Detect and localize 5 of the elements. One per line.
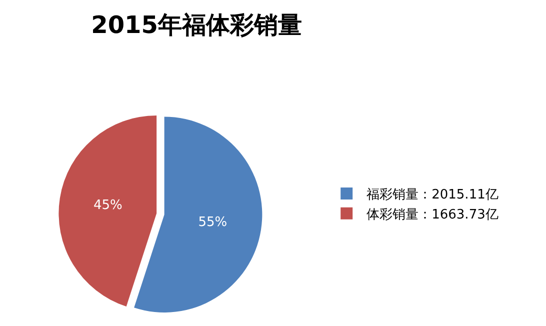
legend-label: 体彩销量：1663.73亿 bbox=[366, 207, 498, 222]
data-label: 45% bbox=[93, 198, 122, 214]
legend-label: 福彩销量：2015.11亿 bbox=[366, 188, 498, 203]
data-label: 55% bbox=[198, 214, 228, 230]
chart-title: 2015年福体彩销量 bbox=[91, 11, 302, 40]
